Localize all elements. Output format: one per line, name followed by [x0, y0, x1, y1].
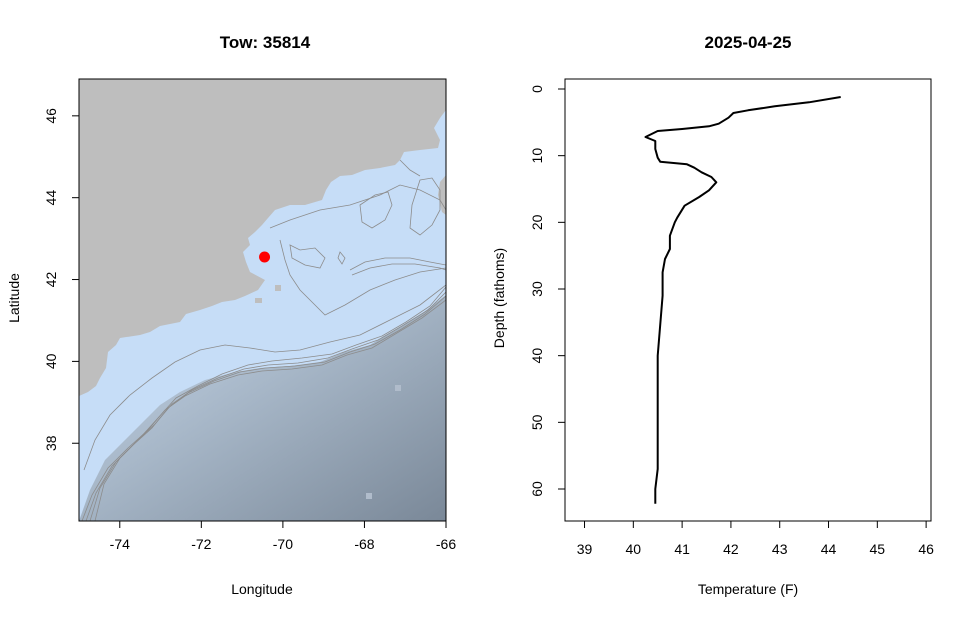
profile-x-axis: 39 40 41 42 43 44 45 46: [577, 521, 934, 557]
profile-title: 2025-04-25: [705, 33, 792, 52]
profile-x-tick-label: 39: [577, 541, 593, 557]
profile-panel: 2025-04-25 39 40 41 42 43 44 45 46 0 10 20 30 40 50 6…: [491, 33, 934, 597]
profile-x-tick-label: 42: [723, 541, 739, 557]
island-shape: [366, 493, 372, 499]
map-x-tick-label: -72: [191, 536, 211, 552]
map-panel: Tow: 35814: [6, 33, 456, 597]
map-x-tick-label: -70: [273, 536, 293, 552]
map-x-tick-label: -74: [110, 536, 130, 552]
profile-x-tick-label: 41: [674, 541, 690, 557]
profile-y-axis: 0 10 20 30 40 50 60: [529, 85, 565, 497]
profile-x-tick-label: 45: [870, 541, 886, 557]
map-y-axis-label: Latitude: [6, 273, 22, 323]
profile-x-tick-label: 43: [772, 541, 788, 557]
profile-y-tick-label: 0: [529, 85, 545, 93]
map-y-tick-label: 38: [43, 435, 59, 451]
profile-y-tick-label: 50: [529, 414, 545, 430]
profile-x-tick-label: 46: [918, 541, 934, 557]
map-frame: [78, 78, 447, 522]
island-shape: [255, 298, 262, 303]
map-x-axis-label: Longitude: [231, 581, 293, 597]
map-y-tick-label: 40: [43, 353, 59, 369]
profile-y-axis-label: Depth (fathoms): [491, 248, 507, 348]
map-y-tick-label: 44: [43, 190, 59, 206]
profile-x-tick-label: 40: [626, 541, 642, 557]
island-shape: [275, 285, 281, 291]
profile-y-tick-label: 40: [529, 348, 545, 364]
contour-lines: [81, 159, 446, 521]
profile-y-tick-label: 20: [529, 214, 545, 230]
profile-y-tick-label: 30: [529, 281, 545, 297]
tow-location-marker: [259, 251, 271, 263]
map-y-axis: 38 40 42 44 46: [43, 108, 79, 451]
land: [438, 175, 446, 215]
map-y-tick-label: 46: [43, 108, 59, 124]
profile-x-axis-label: Temperature (F): [698, 581, 798, 597]
map-title: Tow: 35814: [220, 33, 311, 52]
map-plot-area: [79, 79, 446, 521]
profile-x-tick-label: 44: [821, 541, 837, 557]
island-shape: [395, 385, 401, 391]
deep-water: [79, 295, 446, 521]
profile-y-tick-label: 60: [529, 481, 545, 497]
profile-frame: [564, 78, 932, 522]
map-y-tick-label: 42: [43, 272, 59, 288]
map-x-tick-label: -68: [354, 536, 374, 552]
land: [79, 79, 446, 396]
map-x-axis: -74 -72 -70 -68 -66: [110, 521, 456, 552]
temperature-depth-line: [644, 96, 841, 504]
profile-y-tick-label: 10: [529, 148, 545, 164]
map-x-tick-label: -66: [436, 536, 456, 552]
